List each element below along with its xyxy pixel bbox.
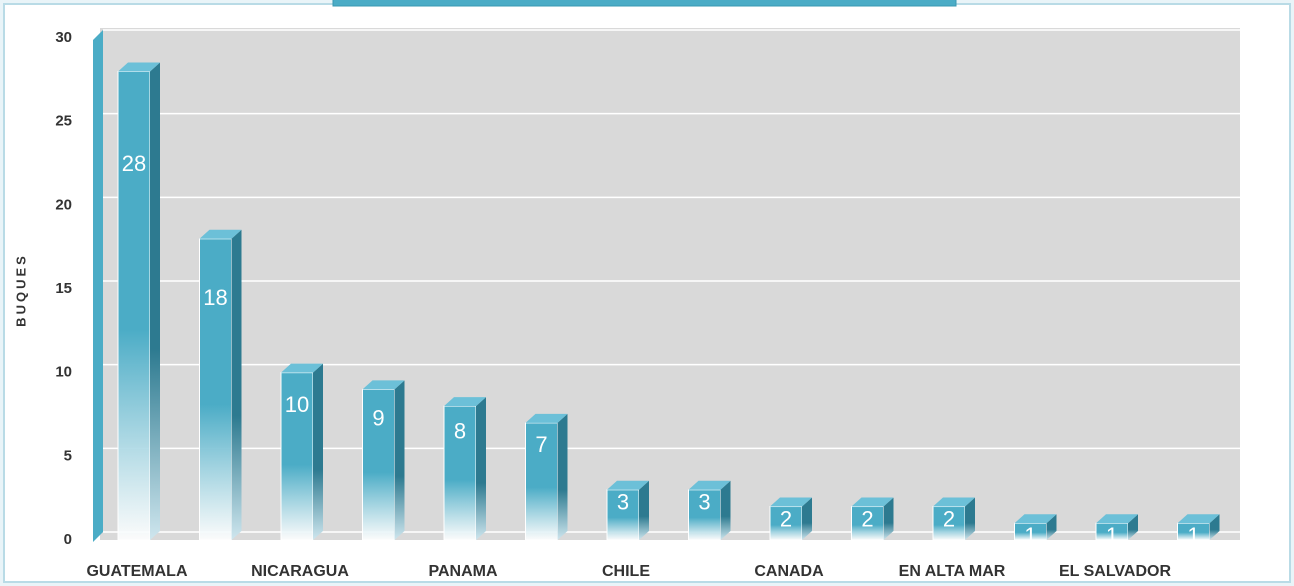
value-label: 10 — [285, 392, 309, 417]
y-axis-title: BUQUES — [13, 253, 28, 327]
x-tick-label: GUATEMALA — [86, 563, 187, 580]
x-tick-label: PANAMA — [428, 563, 497, 580]
bar-side — [802, 497, 812, 540]
value-label: 1 — [1106, 523, 1118, 548]
bar — [362, 388, 395, 541]
y-tick-label: 0 — [64, 531, 72, 548]
bar-side — [1128, 514, 1138, 540]
value-label: 1 — [1024, 523, 1036, 548]
bar-side — [231, 229, 242, 541]
bar — [769, 506, 803, 541]
x-tick-label: CANADA — [754, 563, 824, 580]
title-box — [332, 0, 957, 7]
bar-top — [1096, 514, 1138, 524]
value-label: 9 — [372, 405, 384, 430]
bar — [851, 506, 884, 541]
bar — [117, 70, 151, 541]
bar-top — [688, 480, 731, 490]
bar-side — [394, 380, 405, 540]
y-tick-label: 30 — [55, 29, 72, 46]
bar-top — [118, 62, 160, 72]
bar-top — [362, 380, 405, 390]
bar-top — [1177, 514, 1220, 524]
bar-top — [199, 229, 242, 239]
value-label: 1 — [1187, 523, 1199, 548]
bar — [688, 489, 721, 541]
y-tick-label: 10 — [55, 364, 72, 381]
bar — [280, 372, 314, 541]
bar-top — [525, 413, 568, 423]
bar-side — [1046, 514, 1057, 540]
value-label: 8 — [454, 419, 466, 444]
bar-side — [965, 497, 975, 540]
y-tick-label: 5 — [64, 447, 72, 464]
bar-side — [557, 413, 568, 540]
value-label: 3 — [698, 490, 710, 515]
axis-wall — [93, 30, 103, 542]
value-label: 3 — [617, 490, 629, 515]
x-tick-label: EN ALTA MAR — [899, 563, 1006, 580]
value-label: 2 — [943, 506, 955, 531]
y-tick-label: 25 — [55, 113, 72, 130]
bar-top — [281, 363, 323, 373]
value-label: 28 — [122, 151, 146, 176]
bar-top — [1014, 514, 1057, 524]
bar — [199, 238, 232, 541]
bar-top — [444, 397, 486, 407]
bar-top — [770, 497, 812, 507]
bar-side — [720, 480, 731, 540]
bar-side — [1209, 514, 1220, 540]
plot-area — [100, 28, 1240, 540]
bar-side — [313, 363, 323, 540]
bar-top — [607, 480, 649, 490]
y-tick-label: 15 — [55, 280, 72, 297]
value-label: 2 — [780, 506, 792, 531]
value-label: 7 — [535, 432, 547, 457]
x-tick-label: NICARAGUA — [251, 563, 349, 580]
x-tick-label: CHILE — [602, 563, 650, 580]
bar — [525, 422, 558, 541]
value-label: 2 — [861, 506, 873, 531]
value-label: 18 — [203, 285, 227, 310]
x-tick-label: EL SALVADOR — [1059, 563, 1171, 580]
bar-side — [150, 62, 160, 540]
bar-side — [476, 397, 486, 540]
bar-side — [639, 480, 649, 540]
y-tick-label: 20 — [55, 196, 72, 213]
bar-top — [851, 497, 894, 507]
bar-side — [883, 497, 894, 540]
bar-top — [933, 497, 975, 507]
